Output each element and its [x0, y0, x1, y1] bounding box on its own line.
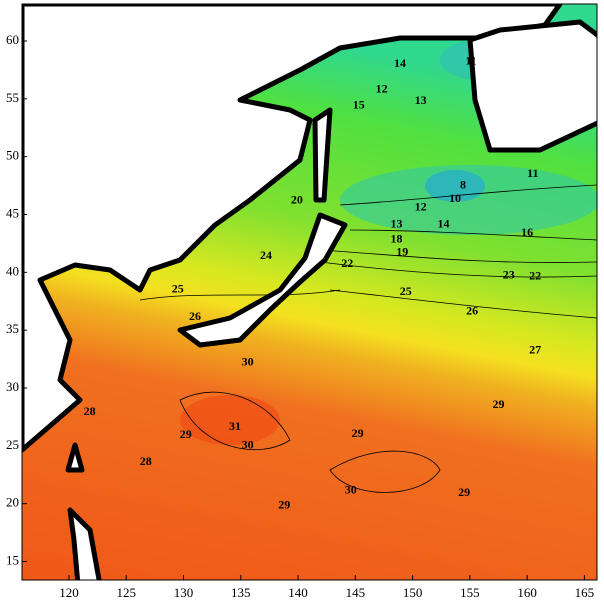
contour-label: 28: [84, 404, 96, 418]
contour-label: 14: [394, 56, 406, 70]
contour-label: 16: [521, 225, 533, 239]
y-tick-label: 30: [6, 379, 19, 394]
y-tick-label: 20: [6, 495, 19, 510]
y-tick-label: 35: [6, 321, 19, 336]
contour-label: 20: [291, 192, 303, 206]
x-tick-label: 130: [174, 585, 194, 600]
y-tick-label: 55: [6, 90, 19, 105]
x-tick-label: 165: [575, 585, 595, 600]
x-tick-label: 140: [288, 585, 308, 600]
contour-label: 18: [391, 232, 403, 246]
y-tick-label: 15: [6, 552, 19, 567]
contour-label: 11: [465, 54, 476, 68]
contour-label: 12: [415, 199, 427, 213]
x-tick-label: 125: [116, 585, 136, 600]
x-tick-label: 160: [517, 585, 537, 600]
field: [22, 4, 597, 580]
y-tick-label: 60: [6, 32, 19, 47]
contour-label: 24: [260, 248, 272, 262]
frame: [21, 3, 598, 581]
contour-label: 15: [353, 98, 365, 112]
contour-label: 8: [460, 177, 466, 191]
contour-label: 27: [529, 343, 541, 357]
x-tick-label: 145: [346, 585, 366, 600]
x-tick-label: 135: [231, 585, 251, 600]
contour-label: 10: [449, 191, 461, 205]
contour-label: 25: [172, 281, 184, 295]
contour-label: 13: [391, 217, 403, 231]
contour-label: 29: [278, 498, 290, 512]
contour-label: 19: [396, 244, 408, 258]
contour-label: 30: [345, 483, 357, 497]
contour-label: 22: [341, 256, 353, 270]
contour-label: 26: [189, 309, 201, 323]
contour-label: 28: [140, 454, 152, 468]
contour-label: 29: [492, 397, 504, 411]
x-tick-label: 150: [403, 585, 423, 600]
contour-label: 22: [529, 269, 541, 283]
contour-label: 26: [466, 303, 478, 317]
y-tick-label: 45: [6, 205, 19, 220]
contour-label: 23: [503, 268, 515, 282]
x-tick-label: 120: [59, 585, 79, 600]
y-tick-label: 40: [6, 263, 19, 278]
contour-label: 30: [242, 354, 254, 368]
contour-label: 12: [376, 81, 388, 95]
contour-label: 31: [229, 419, 241, 433]
contour-label: 14: [438, 217, 450, 231]
contour-label: 29: [458, 485, 470, 499]
contour-label: 29: [180, 427, 192, 441]
x-tick-label: 155: [460, 585, 480, 600]
contour-label: 13: [415, 93, 427, 107]
y-tick-label: 25: [6, 437, 19, 452]
y-tick-label: 50: [6, 148, 19, 163]
contour-label: 25: [400, 284, 412, 298]
contour-label: 30: [242, 438, 254, 452]
contour-label: 29: [352, 426, 364, 440]
contour-label: 11: [527, 166, 538, 180]
